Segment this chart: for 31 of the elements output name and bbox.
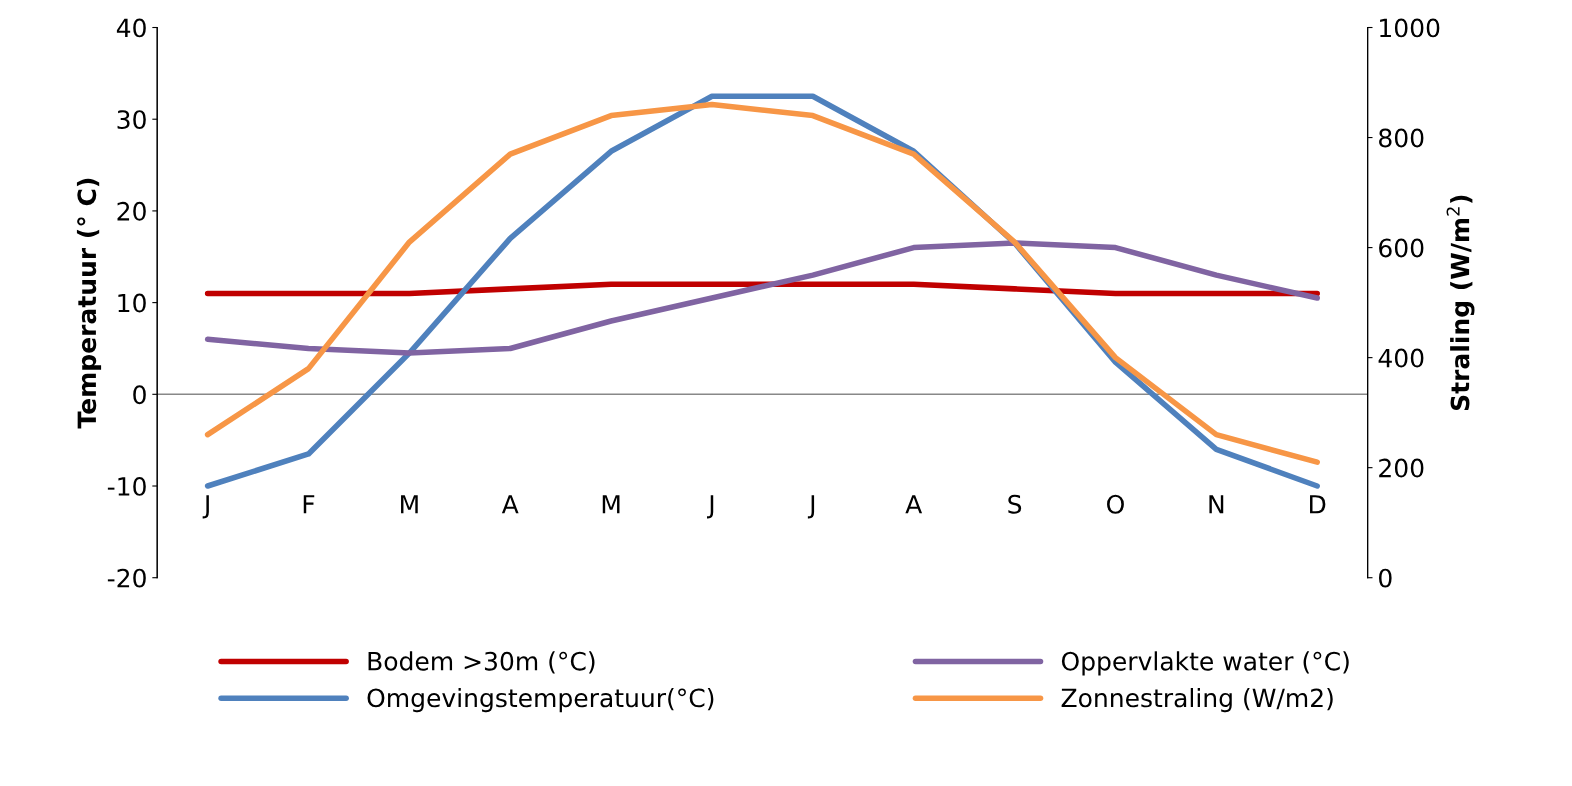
y2-tick-label: 400 — [1378, 348, 1424, 368]
y2-tick-label: 600 — [1379, 238, 1424, 258]
y2-tick-label: 1000 — [1380, 18, 1440, 38]
x-tick-label: S — [1008, 494, 1022, 514]
x-tick-label: J — [807, 495, 815, 519]
x-tick-label: A — [905, 495, 923, 514]
x-tick-label: J — [707, 495, 714, 519]
y2-tick-label: 800 — [1379, 128, 1424, 148]
y-tick-label: -10 — [107, 476, 146, 496]
legend-label: Bodem >30m (°C) — [368, 651, 595, 674]
x-tick-label: D — [1310, 495, 1326, 514]
y-tick-label: 20 — [117, 201, 146, 221]
y-tick-label: 10 — [118, 293, 146, 313]
y-tick-label: 30 — [117, 110, 146, 130]
x-tick-label: O — [1107, 494, 1124, 514]
x-tick-label: A — [501, 495, 519, 514]
y-tick-label: 0 — [133, 385, 146, 405]
y-tick-label: 40 — [116, 18, 146, 38]
x-tick-label: M — [602, 495, 620, 514]
x-tick-label: J — [202, 495, 209, 519]
legend-label: Omgevingstemperatuur(°C) — [367, 688, 714, 713]
x-tick-label: F — [303, 495, 315, 514]
y2-axis-title: Straling (W/m$^{2}$) — [1446, 195, 1475, 411]
x-tick-label: N — [1209, 495, 1224, 514]
legend-label: Zonnestraling (W/m2) — [1061, 688, 1333, 713]
legend-label: Oppervlakte water (°C) — [1061, 651, 1349, 676]
y-axis-title: Temperatuur (° C) — [76, 178, 102, 429]
y2-tick-label: 200 — [1379, 458, 1424, 478]
y-tick-label: -20 — [107, 568, 146, 588]
x-tick-label: M — [401, 495, 418, 514]
y2-tick-label: 0 — [1379, 568, 1392, 588]
